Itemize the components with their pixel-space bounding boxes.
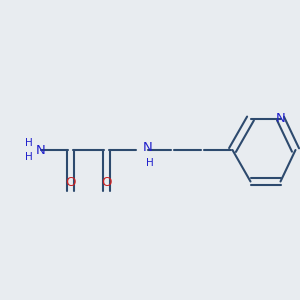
Text: H: H [25,152,33,161]
Text: N: N [276,112,285,125]
Text: N: N [35,143,45,157]
Text: O: O [65,176,76,189]
Text: H: H [25,139,33,148]
Text: N: N [143,141,153,154]
Text: O: O [101,176,112,189]
Text: H: H [146,158,154,168]
